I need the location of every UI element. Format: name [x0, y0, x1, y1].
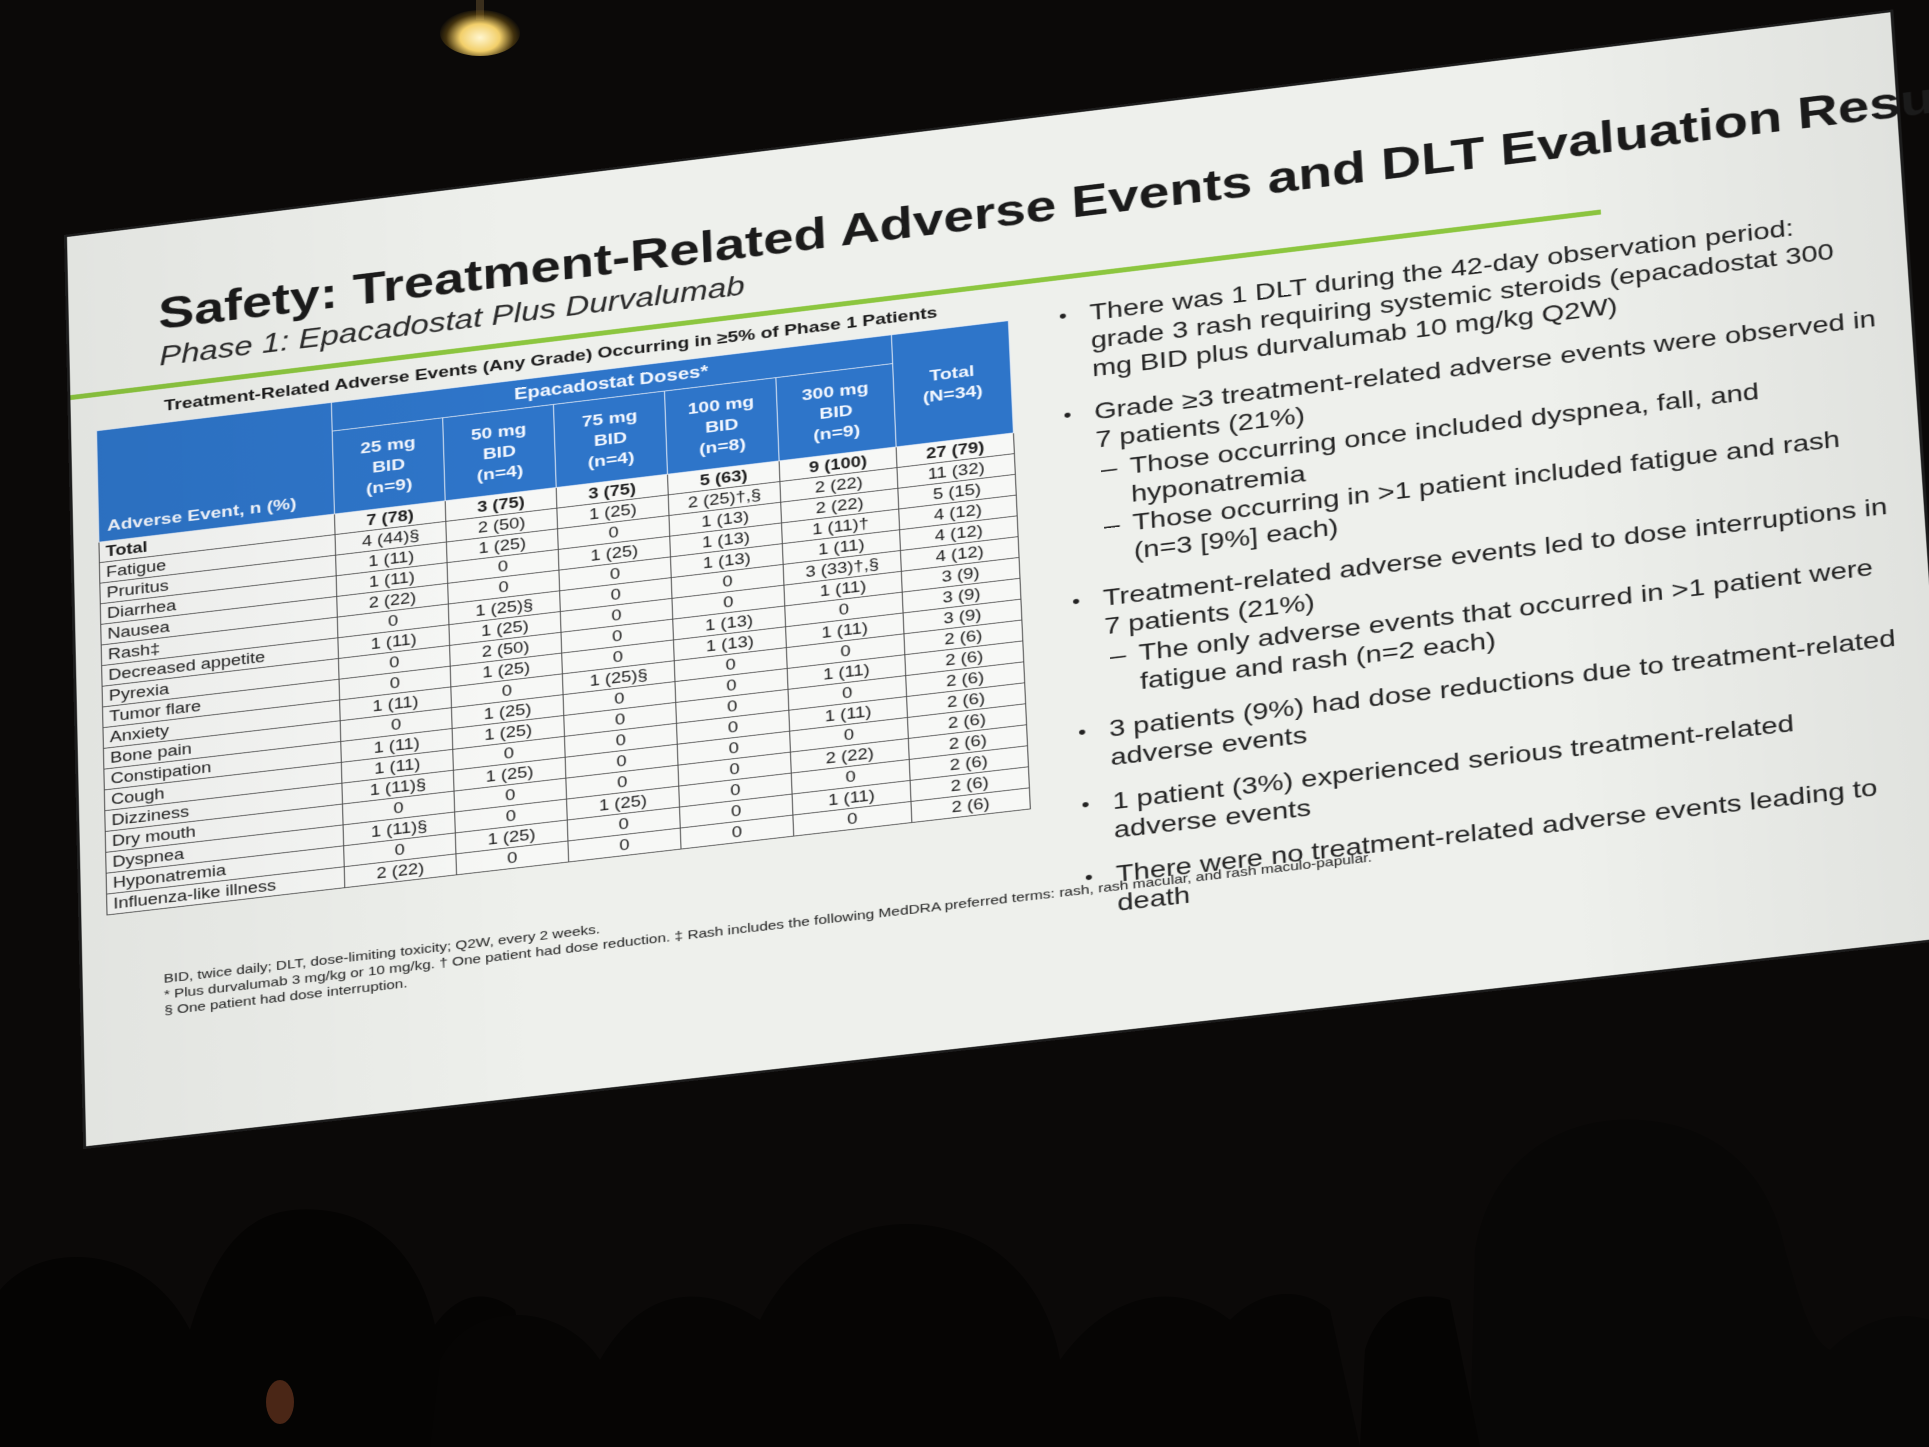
- dose-column-header: 25 mg BID (n=9): [332, 418, 445, 514]
- dose-column-header: 50 mg BID (n=4): [443, 404, 557, 500]
- total-column-header: Total (N=34): [891, 321, 1013, 447]
- key-findings-list: There was 1 DLT during the 42-day observ…: [1058, 204, 1914, 936]
- dose-column-header: 300 mg BID (n=9): [776, 364, 896, 461]
- ceiling-lamp: [440, 10, 520, 56]
- projection-screen: Safety: Treatment-Related Adverse Events…: [67, 12, 1929, 1146]
- adverse-events-table: Adverse Event, n (%) Epacadostat Doses* …: [96, 320, 1031, 915]
- dose-column-header: 75 mg BID (n=4): [553, 391, 667, 487]
- dose-column-header: 100 mg BID (n=8): [664, 378, 779, 475]
